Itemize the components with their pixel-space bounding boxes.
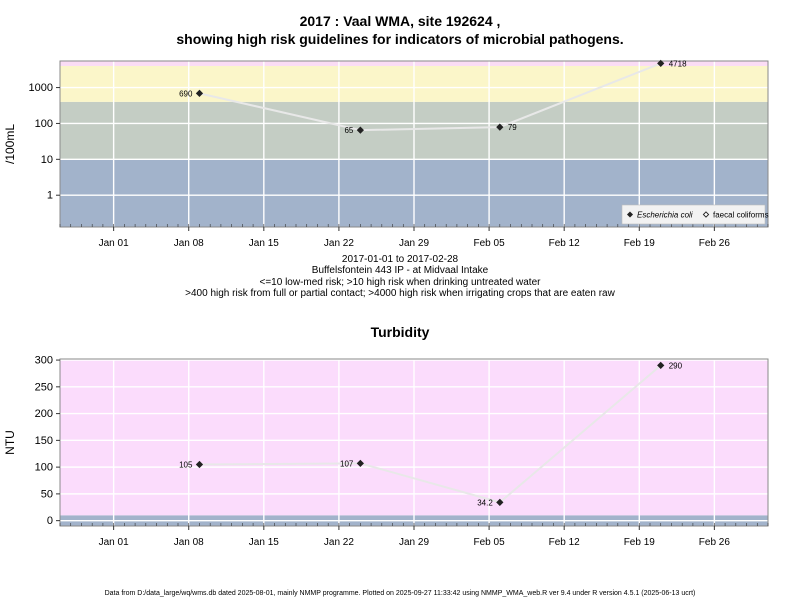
x-tick-label: Feb 19: [624, 238, 656, 249]
x-tick-label: Jan 22: [324, 238, 354, 249]
legend-entry-label: Escherichia coli: [637, 211, 693, 220]
data-point: [496, 498, 504, 506]
y-tick-label: 250: [35, 381, 53, 393]
legend-marker: [626, 211, 634, 218]
turbidity-chart: 0 50 100 150 200 250 300 Jan 01 Jan 08 Jan 15 Jan …: [3, 355, 769, 548]
x-tick-label: Feb 05: [474, 238, 506, 249]
y-tick-label: 0: [47, 515, 53, 527]
data-label: 79: [508, 123, 517, 132]
data-point: [657, 361, 665, 370]
caption-date-range: 2017-01-01 to 2017-02-28: [341, 254, 459, 265]
series-line: [199, 62, 662, 132]
x-tick-label: Jan 01: [99, 238, 129, 249]
y-tick-label: 100: [35, 462, 53, 474]
data-point: [496, 123, 504, 131]
data-point: [356, 459, 364, 467]
x-tick-label: Feb 26: [699, 537, 731, 548]
x-tick-label: Jan 01: [99, 537, 129, 548]
data-point: [356, 126, 364, 134]
caption-contact-risk: >400 high risk from full or partial cont…: [185, 288, 615, 299]
y-tick-label: 10: [41, 154, 53, 166]
chart-title-line1: 2017 : Vaal WMA, site 192624 ,: [299, 13, 501, 29]
y-tick-label: 300: [35, 355, 53, 367]
y-tick-label: 100: [35, 118, 53, 130]
y-tick-label: 50: [41, 488, 53, 500]
x-tick-label: Jan 15: [249, 238, 279, 249]
series-line: [199, 364, 662, 504]
footer-note: Data from D:/data_large/wq/wms.db dated …: [104, 590, 696, 597]
ecoli-chart: 1 10 100 1000 Jan 01 Jan 08 Jan 15 Jan 22 Jan 29…: [3, 59, 769, 249]
data-label: 105: [179, 460, 193, 469]
data-label: 34.2: [477, 498, 493, 507]
x-tick-label: Jan 08: [174, 238, 204, 249]
data-label: 4718: [669, 59, 687, 68]
x-tick-label: Feb 19: [624, 537, 656, 548]
legend-box: [621, 204, 766, 225]
caption-drinking-risk: <=10 low-med risk; >10 high risk when dr…: [259, 277, 541, 288]
y-tick-label: 1: [47, 190, 53, 202]
turbidity-title: Turbidity: [370, 324, 430, 340]
chart-title-line2: showing high risk guidelines for indicat…: [176, 31, 624, 47]
data-label: 690: [179, 89, 193, 98]
x-tick-label: Jan 22: [324, 537, 354, 548]
y-tick-label: 200: [35, 408, 53, 420]
data-point: [657, 59, 665, 68]
x-tick-label: Feb 26: [699, 238, 731, 249]
x-tick-label: Feb 12: [549, 238, 581, 249]
y-tick-label: 150: [35, 435, 53, 447]
x-tick-label: Feb 12: [549, 537, 581, 548]
y-tick-label: 1000: [29, 82, 53, 94]
x-tick-label: Jan 29: [399, 537, 429, 548]
data-label: 65: [344, 126, 353, 135]
data-label: 290: [669, 361, 683, 370]
data-label: 107: [340, 459, 354, 468]
x-tick-label: Jan 15: [249, 537, 279, 548]
y-axis-label: NTU: [3, 430, 17, 455]
legend-entry-label: faecal coliforms: [713, 211, 769, 220]
caption-site: Buffelsfontein 443 IP - at Midvaal Intak…: [311, 265, 489, 276]
x-tick-label: Jan 08: [174, 537, 204, 548]
x-tick-label: Feb 05: [474, 537, 506, 548]
legend-marker: [702, 211, 710, 218]
data-point: [195, 460, 204, 469]
x-tick-label: Jan 29: [399, 238, 429, 249]
legend: Escherichia coli faecal coliforms: [621, 204, 769, 225]
y-axis-label: /100mL: [3, 124, 17, 164]
data-point: [195, 89, 204, 97]
